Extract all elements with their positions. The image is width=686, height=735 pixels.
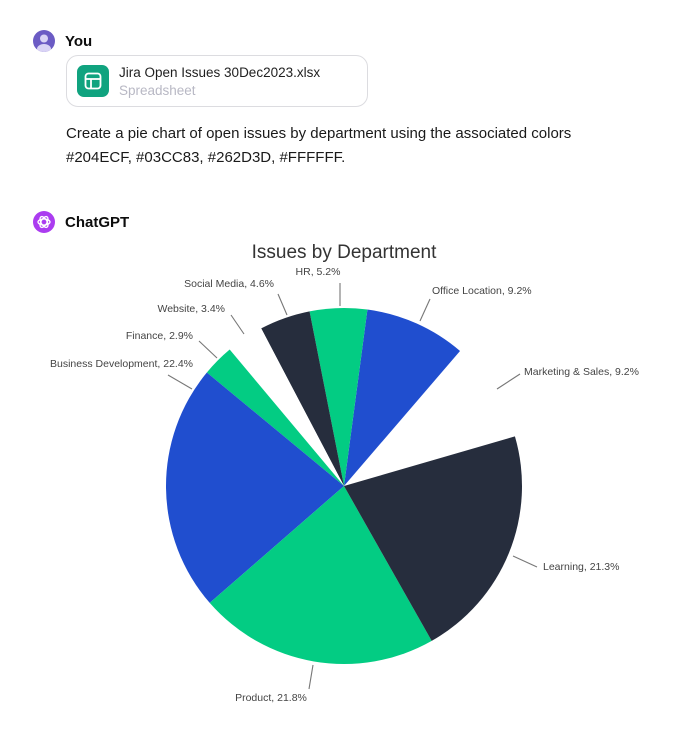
slice-label: Marketing & Sales, 9.2%	[524, 366, 639, 378]
user-author-name: You	[65, 32, 93, 50]
user-message-header: You	[33, 30, 92, 52]
label-leader-line	[230, 314, 245, 335]
label-leader-line	[277, 293, 288, 316]
label-leader-line	[167, 374, 193, 390]
slice-label: Office Location, 9.2%	[432, 285, 532, 297]
slice-label: Website, 3.4%	[157, 303, 225, 315]
pie-slice-hr	[309, 308, 368, 486]
slice-label: HR, 5.2%	[296, 266, 341, 278]
pie-slice-office-location	[344, 309, 461, 486]
attachment-type: Spreadsheet	[119, 82, 196, 98]
chart-title: Issues by Department	[252, 242, 438, 263]
pie-slice-website	[229, 328, 344, 486]
user-avatar	[33, 30, 55, 52]
pie-slice-learning	[344, 436, 522, 641]
slice-label: Business Development, 22.4%	[50, 358, 193, 370]
chatgpt-avatar	[33, 211, 55, 233]
slice-label: Product, 21.8%	[235, 692, 307, 704]
label-leader-line	[308, 664, 314, 690]
attachment-card[interactable]: Jira Open Issues 30Dec2023.xlsx Spreadsh…	[66, 55, 368, 107]
label-leader-line	[496, 373, 521, 390]
slice-label: Social Media, 4.6%	[184, 278, 274, 290]
pie-slice-marketing-sales	[344, 351, 515, 486]
label-leader-line	[198, 340, 218, 359]
pie-slice-business-development	[166, 372, 344, 603]
pie-slice-social-media	[261, 311, 344, 486]
openai-logo-icon	[37, 215, 51, 229]
pie-slice-product	[209, 486, 432, 665]
slice-label: Learning, 21.3%	[543, 561, 619, 573]
user-prompt: Create a pie chart of open issues by dep…	[66, 125, 572, 166]
label-leader-line	[419, 298, 431, 322]
assistant-message-header: ChatGPT	[33, 211, 129, 233]
label-leader-line	[512, 555, 538, 568]
pie-slice-finance	[206, 349, 344, 486]
user-avatar-icon	[37, 34, 51, 52]
attachment-filename: Jira Open Issues 30Dec2023.xlsx	[119, 64, 321, 80]
pie-labels: Marketing & Sales, 9.2% Office Location, …	[50, 266, 639, 704]
slice-label: Finance, 2.9%	[126, 330, 193, 342]
pie-slices	[166, 308, 522, 665]
assistant-author-name: ChatGPT	[65, 213, 130, 231]
spreadsheet-icon	[77, 65, 109, 97]
